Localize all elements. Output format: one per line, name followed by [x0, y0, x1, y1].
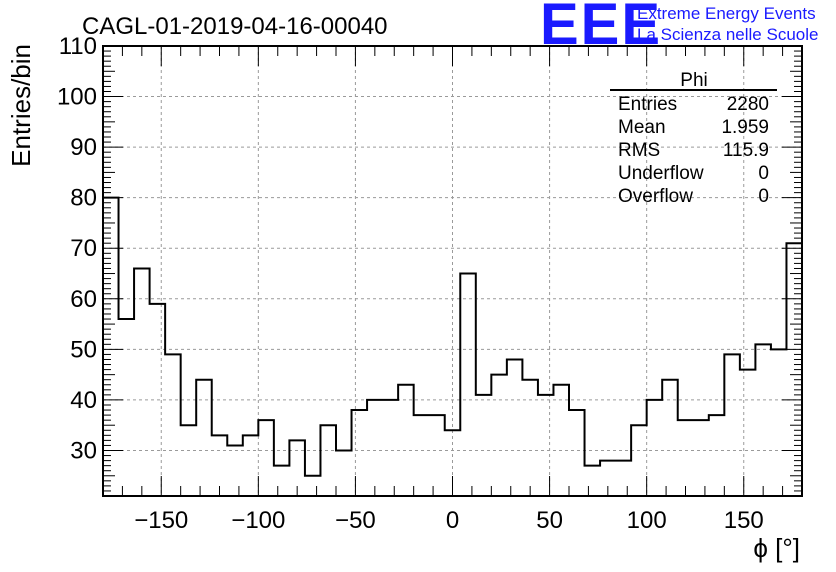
logo-line1: Extreme Energy Events — [637, 4, 816, 23]
stats-label-mean: Mean — [618, 117, 666, 138]
stats-label-rms: RMS — [618, 140, 660, 161]
histogram-bin — [227, 445, 243, 496]
histogram-bin — [709, 415, 725, 496]
histogram-bin — [429, 415, 445, 496]
stats-label-entries: Entries — [618, 94, 677, 115]
histogram-bin — [352, 410, 368, 496]
x-tick-label: −150 — [134, 507, 188, 534]
stats-value-overflow: 0 — [758, 186, 769, 207]
y-tick-label: 110 — [59, 33, 97, 60]
histogram-bin — [398, 385, 414, 496]
y-axis-ticks: 30 40 50 60 70 80 90 100 110 — [57, 33, 802, 497]
histogram-bin — [553, 385, 569, 496]
y-tick-label: 80 — [70, 185, 97, 212]
histogram-bin — [724, 354, 740, 496]
histogram-bin — [414, 415, 430, 496]
grid-lines — [103, 45, 802, 496]
stats-label-underflow: Underflow — [618, 163, 704, 184]
histogram-bin — [103, 198, 119, 496]
x-tick-label: −50 — [335, 507, 376, 534]
stats-value-underflow: 0 — [758, 163, 769, 184]
histogram-bin — [258, 420, 274, 496]
histogram-bin — [460, 274, 476, 496]
x-tick-label: 0 — [446, 507, 459, 534]
y-tick-label: 60 — [70, 286, 97, 313]
y-tick-label: 90 — [70, 134, 97, 161]
stats-value-mean: 1.959 — [721, 117, 769, 138]
histogram-bin — [616, 461, 632, 496]
y-tick-label: 100 — [57, 84, 97, 111]
histogram-bin — [305, 476, 321, 496]
histogram-bin — [336, 450, 352, 496]
histogram-bin — [181, 425, 197, 496]
histogram-bin — [196, 380, 212, 496]
y-tick-label: 50 — [70, 336, 97, 363]
eee-logo: EEE Extreme Energy Events La Scienza nel… — [540, 0, 818, 57]
x-tick-label: 50 — [536, 507, 563, 534]
histogram-bin — [693, 420, 709, 496]
histogram-bin — [755, 344, 771, 496]
x-axis-label: ϕ [°] — [753, 533, 800, 563]
x-tick-label: 100 — [627, 507, 667, 534]
stats-title: Phi — [680, 70, 707, 91]
histogram-bin — [119, 319, 135, 496]
histogram-bin — [476, 395, 492, 496]
histogram-bin — [647, 400, 663, 496]
x-tick-label: 150 — [724, 507, 764, 534]
histogram-bin — [383, 400, 399, 496]
stats-box: Phi Entries 2280 Mean 1.959 RMS 115.9 Un… — [610, 70, 777, 207]
logo-line2: La Scienza nelle Scuole — [637, 25, 818, 44]
histogram-bin — [569, 410, 585, 496]
histogram-bin — [631, 425, 647, 496]
y-tick-label: 40 — [70, 387, 97, 414]
histogram-bin — [165, 354, 181, 496]
stats-value-rms: 115.9 — [723, 140, 769, 161]
stats-value-entries: 2280 — [727, 94, 769, 115]
histogram-bin — [507, 359, 523, 496]
histogram-bin — [491, 375, 507, 496]
y-tick-label: 30 — [70, 437, 97, 464]
chart-title: CAGL-01-2019-04-16-00040 — [82, 13, 388, 40]
histogram-bin — [274, 466, 290, 496]
stats-label-overflow: Overflow — [618, 186, 693, 207]
histogram-bin — [320, 425, 336, 496]
y-tick-label: 70 — [70, 235, 97, 262]
histogram-bin — [678, 420, 694, 496]
histogram-bin — [522, 380, 538, 496]
histogram-outline — [102, 196, 803, 496]
histogram-bin — [740, 370, 756, 496]
x-axis-ticks: −150 −100 −50 0 50 100 150 — [102, 46, 803, 534]
histogram-bin — [771, 349, 787, 496]
x-tick-label: −100 — [231, 507, 285, 534]
histogram-bin — [367, 400, 383, 496]
logo-mark: EEE — [540, 0, 662, 57]
histogram-bin — [538, 395, 554, 496]
histogram-bin — [662, 380, 678, 496]
histogram-bin — [585, 466, 601, 496]
y-axis-label: Entries/bin — [6, 44, 36, 167]
histogram-bin — [134, 268, 150, 496]
histogram-bin — [243, 435, 259, 496]
